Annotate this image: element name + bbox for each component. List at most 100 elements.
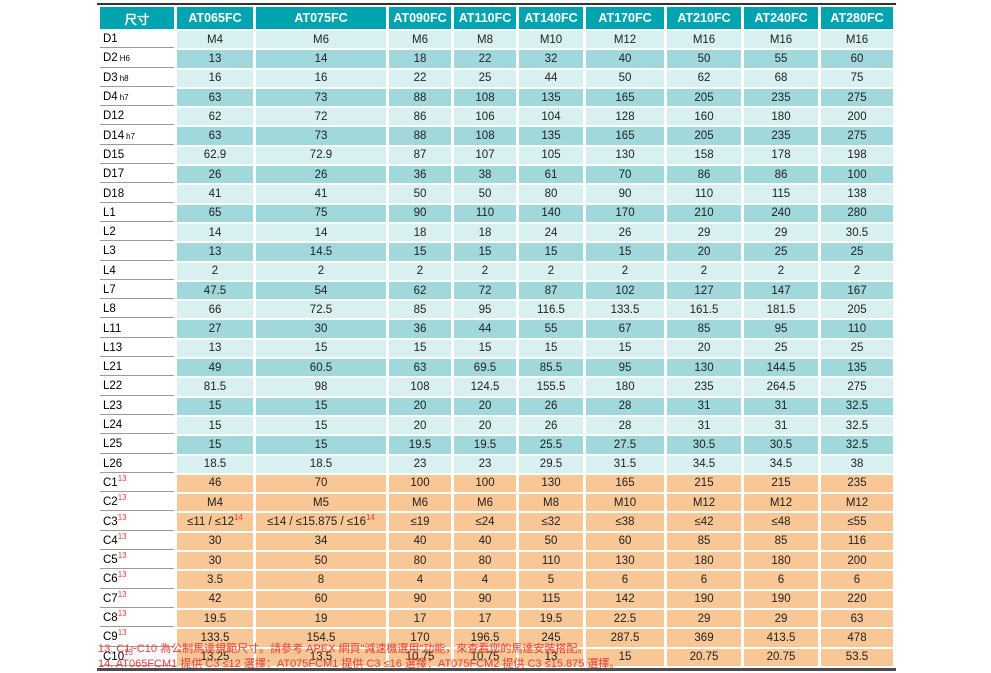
table-cell: 70	[586, 166, 664, 184]
table-cell: 60	[586, 532, 664, 551]
table-cell: 66	[177, 301, 253, 319]
row-label: L23	[100, 397, 174, 415]
table-row: C513 30 50 80 80 110 130 180 180 200	[100, 552, 893, 570]
table-cell: 23	[454, 455, 516, 473]
table-cell: 73	[256, 88, 386, 107]
table-cell: 41	[256, 185, 386, 203]
table-cell: 100	[821, 166, 893, 184]
table-cell: 170	[389, 629, 451, 647]
row-label: L4	[100, 262, 174, 280]
table-cell: 20	[667, 243, 741, 261]
table-cell: 147	[744, 281, 818, 300]
table-cell: 28	[586, 397, 664, 415]
table-cell: 205	[667, 88, 741, 107]
table-cell: 13.5	[256, 648, 386, 666]
row-label: L8	[100, 301, 174, 319]
table-cell: 165	[586, 474, 664, 493]
table-cell: 26	[519, 416, 583, 435]
table-cell: 85	[667, 320, 741, 338]
table-cell: 13	[519, 648, 583, 666]
table-cell: 245	[519, 629, 583, 647]
table-row: C713 42 60 90 90 115 142 190 190 220	[100, 590, 893, 608]
table-cell: 2	[389, 262, 451, 280]
table-cell: 30.5	[821, 223, 893, 242]
table-cell: 161.5	[667, 301, 741, 319]
table-cell: 87	[389, 146, 451, 165]
table-row: C113 46 70 100 100 130 165 215 215 235	[100, 474, 893, 493]
table-cell: 72	[454, 281, 516, 300]
table-cell: 16	[256, 69, 386, 87]
tolerance-label: H6	[119, 54, 130, 64]
table-cell: 130	[586, 552, 664, 570]
table-cell: 135	[821, 359, 893, 377]
table-cell: 60	[821, 50, 893, 68]
table-cell: 106	[454, 108, 516, 126]
row-label: L1	[100, 204, 174, 222]
table-cell: 155.5	[519, 378, 583, 396]
table-cell: 14	[177, 223, 253, 242]
table-cell: 15	[177, 436, 253, 454]
table-cell: 26	[177, 166, 253, 184]
table-cell: 34	[256, 532, 386, 551]
table-cell: 62.9	[177, 146, 253, 165]
table-cell: 24	[519, 223, 583, 242]
table-cell: 13	[177, 243, 253, 261]
table-cell: 130	[519, 474, 583, 493]
table-cell: 28	[586, 416, 664, 435]
table-cell: 30	[177, 552, 253, 570]
table-cell: 85	[389, 301, 451, 319]
column-header-AT140FC: AT140FC	[519, 7, 583, 29]
table-cell: 170	[586, 204, 664, 222]
table-cell: 86	[389, 108, 451, 126]
table-cell: 6	[821, 571, 893, 589]
table-cell: 95	[454, 301, 516, 319]
row-label: C913	[100, 629, 174, 647]
footnote-marker: 13	[117, 494, 127, 503]
table-cell: 75	[821, 69, 893, 87]
tolerance-label: h8	[119, 73, 129, 83]
table-cell: 15	[256, 397, 386, 415]
table-cell: 30.5	[667, 436, 741, 454]
table-cell: 32.5	[821, 416, 893, 435]
table-cell: 180	[586, 378, 664, 396]
table-row: D12 62 72 86 106 104 128 160 180 200	[100, 108, 893, 126]
row-label: L2	[100, 223, 174, 242]
table-cell: 2	[744, 262, 818, 280]
table-cell: 26	[256, 166, 386, 184]
table-cell: 15	[586, 648, 664, 666]
table-cell: 55	[744, 50, 818, 68]
table-cell: 29	[667, 223, 741, 242]
table-cell: 20	[454, 416, 516, 435]
table-cell: 38	[454, 166, 516, 184]
table-row: C313 ≤11 / ≤1214 ≤14 / ≤15.875 / ≤1614 ≤19 ≤…	[100, 513, 893, 531]
table-cell: 27.5	[586, 436, 664, 454]
table-cell: 275	[821, 88, 893, 107]
table-cell: 38	[821, 455, 893, 473]
table-row: L21 49 60.5 63 69.5 85.5 95 130 144.5 135	[100, 359, 893, 377]
table-row: D18 41 41 50 50 80 90 110 115 138	[100, 185, 893, 203]
table-cell: 235	[821, 474, 893, 493]
table-cell: 87	[519, 281, 583, 300]
column-header-AT075FC: AT075FC	[256, 7, 386, 29]
footnotes: 13. C1~C10 為公制馬達規範尺寸。請參考 APEX 網頁"減速機選用"功…	[98, 642, 620, 671]
table-cell: 165	[586, 127, 664, 145]
table-cell: 47.5	[177, 281, 253, 300]
table-row: C413 30 34 40 40 50 60 85 85 116	[100, 532, 893, 551]
table-cell: M8	[519, 494, 583, 512]
row-label: D12	[100, 108, 174, 126]
column-header-AT065FC: AT065FC	[177, 7, 253, 29]
table-cell: 144.5	[744, 359, 818, 377]
table-cell: 130	[667, 359, 741, 377]
row-label: L24	[100, 416, 174, 435]
table-cell: 10.75	[454, 648, 516, 666]
table-cell: 107	[454, 146, 516, 165]
footnote-marker: 13	[124, 648, 134, 657]
table-cell: 31	[667, 397, 741, 415]
table-cell: M6	[389, 31, 451, 49]
table-cell: 15	[389, 339, 451, 358]
table-cell: 50	[256, 552, 386, 570]
table-cell: 50	[454, 185, 516, 203]
dimension-table-wrapper: 尺寸 AT065FC AT075FC AT090FC AT110FC AT140FC AT1…	[97, 3, 896, 671]
table-cell: 98	[256, 378, 386, 396]
